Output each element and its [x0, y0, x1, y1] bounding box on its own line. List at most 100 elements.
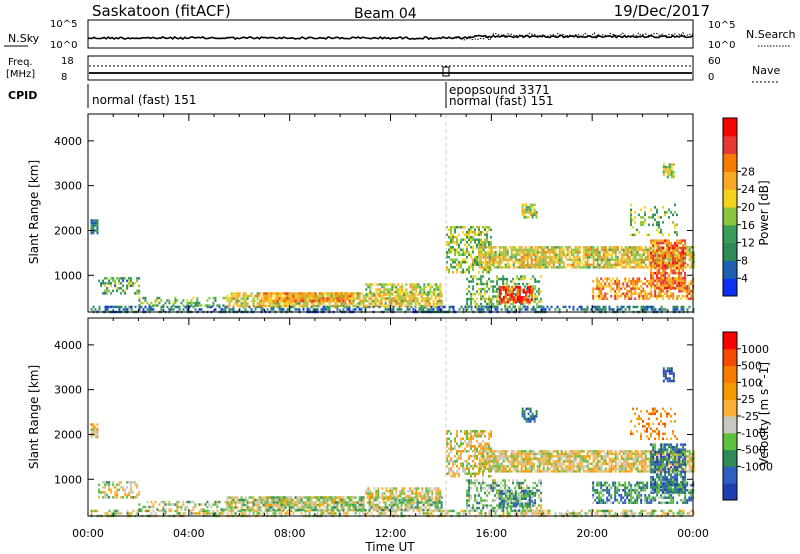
heatmap-pixel [104, 284, 107, 288]
heatmap-pixel [435, 487, 438, 490]
heatmap-pixel [622, 258, 625, 262]
heatmap-pixel [672, 308, 675, 311]
heatmap-pixel [662, 173, 665, 176]
heatmap-pixel [664, 308, 667, 311]
heatmap-pixel [374, 299, 377, 303]
heatmap-pixel [431, 489, 434, 493]
heatmap-pixel [381, 283, 384, 286]
heatmap-pixel [266, 503, 269, 507]
heatmap-pixel [354, 308, 357, 311]
heatmap-pixel [478, 228, 480, 231]
heatmap-pixel [330, 304, 333, 308]
heatmap-pixel [680, 239, 683, 242]
heatmap-pixel [248, 305, 251, 309]
heatmap-pixel [500, 253, 503, 257]
heatmap-pixel [116, 491, 119, 494]
heatmap-pixel [378, 299, 381, 303]
heatmap-pixel [462, 268, 464, 271]
heatmap-pixel [400, 299, 403, 303]
heatmap-pixel [316, 308, 319, 311]
heatmap-pixel [658, 223, 660, 227]
heatmap-pixel [538, 251, 541, 254]
heatmap-pixel [484, 268, 486, 271]
heatmap-pixel [387, 288, 390, 291]
heatmap-pixel [440, 302, 443, 305]
heatmap-pixel [494, 290, 497, 293]
heatmap-pixel [330, 299, 333, 303]
heatmap-pixel [426, 498, 429, 502]
heatmap-pixel [474, 305, 477, 309]
heatmap-pixel [372, 508, 375, 512]
heatmap-pixel [632, 287, 635, 290]
heatmap-pixel [468, 233, 470, 236]
heatmap-pixel [242, 501, 245, 504]
heatmap-pixel [498, 302, 501, 306]
heatmap-pixel [534, 253, 537, 257]
heatmap-pixel [652, 213, 654, 217]
heatmap-pixel [660, 266, 663, 270]
heatmap-pixel [378, 512, 381, 515]
heatmap-pixel [430, 297, 433, 300]
freq-tick-top: 18 [61, 56, 74, 67]
heatmap-pixel [302, 503, 305, 507]
heatmap-pixel [430, 305, 433, 309]
heatmap-pixel [660, 284, 663, 287]
heatmap-pixel [468, 450, 470, 453]
heatmap-pixel [278, 501, 281, 504]
heatmap-pixel [576, 258, 579, 262]
heatmap-pixel [622, 282, 625, 285]
heatmap-pixel [411, 492, 414, 495]
heatmap-pixel [150, 301, 153, 305]
heatmap-pixel [322, 512, 325, 515]
heatmap-pixel [244, 503, 247, 507]
heatmap-pixel [142, 308, 145, 311]
heatmap-pixel [300, 506, 303, 509]
heatmap-pixel [534, 297, 537, 301]
heatmap-pixel [462, 509, 465, 513]
heatmap-pixel [558, 263, 561, 267]
heatmap-pixel [618, 280, 621, 283]
heatmap-pixel [426, 501, 429, 504]
heatmap-pixel [415, 290, 418, 294]
heatmap-pixel [452, 475, 454, 478]
heatmap-pixel [228, 302, 231, 305]
heatmap-pixel [488, 266, 491, 269]
heatmap-pixel [290, 302, 293, 305]
heatmap-pixel [638, 287, 641, 290]
heatmap-pixel [366, 304, 369, 308]
heatmap-pixel [626, 292, 629, 295]
heatmap-pixel [652, 241, 655, 245]
heatmap-pixel [562, 305, 565, 309]
heatmap-pixel [426, 294, 429, 298]
heatmap-pixel [512, 292, 515, 296]
heatmap-pixel [399, 492, 402, 495]
heatmap-pixel [431, 497, 434, 500]
heatmap-pixel [590, 512, 593, 515]
heatmap-pixel [399, 293, 402, 296]
heatmap-pixel [400, 503, 403, 507]
heatmap-pixel [488, 263, 491, 267]
heatmap-pixel [572, 512, 575, 515]
heatmap-pixel [528, 282, 531, 286]
heatmap-pixel [518, 263, 521, 267]
heatmap-pixel [490, 261, 493, 264]
heatmap-pixel [490, 300, 493, 303]
heatmap-pixel [535, 213, 538, 217]
heatmap-pixel [660, 249, 663, 252]
heatmap-pixel [660, 509, 663, 513]
heatmap-pixel [462, 261, 464, 264]
heatmap-pixel [492, 253, 495, 257]
heatmap-pixel [438, 297, 441, 300]
heatmap-pixel [216, 503, 219, 506]
heatmap-pixel [358, 501, 361, 504]
heatmap-pixel [340, 496, 343, 499]
heatmap-pixel [228, 506, 231, 509]
heatmap-pixel [395, 290, 398, 294]
heatmap-pixel [450, 251, 452, 254]
heatmap-pixel [602, 285, 605, 288]
heatmap-pixel [680, 284, 683, 287]
heatmap-pixel [401, 283, 404, 286]
heatmap-pixel [435, 497, 438, 500]
heatmap-pixel [588, 251, 591, 254]
heatmap-pixel [644, 221, 646, 224]
